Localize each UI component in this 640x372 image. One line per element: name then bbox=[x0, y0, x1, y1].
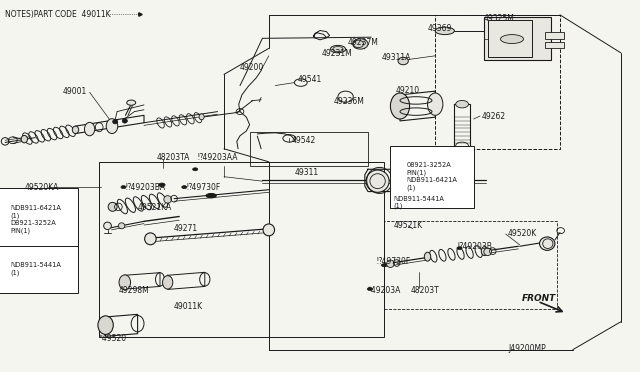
Text: ℕDB911-5441A
(1): ℕDB911-5441A (1) bbox=[10, 262, 61, 276]
Text: 49520K: 49520K bbox=[508, 230, 537, 238]
Ellipse shape bbox=[163, 276, 173, 289]
Ellipse shape bbox=[108, 202, 117, 211]
Ellipse shape bbox=[398, 57, 408, 65]
Ellipse shape bbox=[456, 100, 468, 108]
Ellipse shape bbox=[106, 119, 118, 134]
Text: 49236M: 49236M bbox=[334, 97, 365, 106]
Ellipse shape bbox=[263, 224, 275, 236]
Bar bbox=[384, 221, 557, 309]
Ellipse shape bbox=[424, 252, 431, 261]
Ellipse shape bbox=[387, 260, 394, 267]
Text: 49210: 49210 bbox=[396, 86, 420, 94]
Ellipse shape bbox=[330, 45, 346, 53]
Text: *49520: *49520 bbox=[99, 334, 127, 343]
Ellipse shape bbox=[21, 135, 28, 143]
Text: ℕDB911-6421A
(1)
DB921-3252A
PIN(1): ℕDB911-6421A (1) DB921-3252A PIN(1) bbox=[10, 205, 61, 234]
Ellipse shape bbox=[435, 27, 454, 35]
Ellipse shape bbox=[145, 233, 156, 245]
Bar bbox=[545, 32, 564, 39]
Ellipse shape bbox=[457, 247, 462, 250]
Bar bbox=[484, 17, 551, 60]
Ellipse shape bbox=[206, 193, 216, 198]
Text: 49521KA: 49521KA bbox=[138, 203, 172, 212]
Ellipse shape bbox=[367, 288, 372, 291]
Ellipse shape bbox=[481, 247, 488, 256]
Text: 49200: 49200 bbox=[240, 63, 264, 72]
Bar bbox=[99, 162, 384, 337]
Text: 49237M: 49237M bbox=[348, 38, 378, 47]
Ellipse shape bbox=[121, 186, 126, 189]
Text: ℕDB911-5441A
(1): ℕDB911-5441A (1) bbox=[394, 196, 444, 209]
Text: ⁉49730F: ⁉49730F bbox=[187, 183, 221, 192]
Ellipse shape bbox=[193, 168, 198, 171]
Ellipse shape bbox=[484, 248, 492, 256]
Ellipse shape bbox=[199, 114, 204, 120]
Text: ⁉49730F: ⁉49730F bbox=[376, 257, 411, 266]
Ellipse shape bbox=[72, 126, 79, 134]
Text: *49203A: *49203A bbox=[368, 286, 401, 295]
Text: ⁉49203B: ⁉49203B bbox=[458, 242, 492, 251]
Bar bbox=[435, 15, 560, 149]
Ellipse shape bbox=[182, 186, 187, 189]
Text: 49011K: 49011K bbox=[174, 302, 204, 311]
Text: 49311A: 49311A bbox=[382, 53, 412, 62]
Text: 49325M: 49325M bbox=[484, 14, 515, 23]
Ellipse shape bbox=[353, 39, 368, 49]
Text: 49520KA: 49520KA bbox=[24, 183, 59, 192]
Text: J49200MP: J49200MP bbox=[509, 344, 547, 353]
Ellipse shape bbox=[164, 196, 172, 203]
Ellipse shape bbox=[366, 170, 389, 192]
Text: 48203TA: 48203TA bbox=[157, 153, 190, 162]
Ellipse shape bbox=[500, 35, 524, 44]
Bar bbox=[250, 132, 368, 166]
Text: 48203T: 48203T bbox=[411, 286, 440, 295]
Ellipse shape bbox=[119, 275, 131, 290]
Text: 49271: 49271 bbox=[174, 224, 198, 232]
Text: 49311: 49311 bbox=[294, 169, 319, 177]
Text: 49541: 49541 bbox=[298, 75, 322, 84]
Ellipse shape bbox=[122, 119, 127, 123]
Text: FRONT: FRONT bbox=[522, 294, 556, 303]
Text: 49231M: 49231M bbox=[322, 49, 353, 58]
Ellipse shape bbox=[159, 183, 165, 187]
Bar bbox=[488, 20, 532, 57]
Text: 49542: 49542 bbox=[291, 136, 316, 145]
Text: 49369: 49369 bbox=[428, 24, 452, 33]
Ellipse shape bbox=[381, 264, 387, 267]
Ellipse shape bbox=[540, 237, 555, 250]
Ellipse shape bbox=[84, 122, 95, 136]
Ellipse shape bbox=[104, 222, 111, 230]
Text: 49001: 49001 bbox=[63, 87, 87, 96]
Text: ⁉49203BA: ⁉49203BA bbox=[125, 183, 166, 192]
Ellipse shape bbox=[428, 93, 443, 115]
Text: 49521K: 49521K bbox=[394, 221, 423, 230]
Text: NOTES)PART CODE  49011K: NOTES)PART CODE 49011K bbox=[5, 10, 111, 19]
Text: ⁉49203AA: ⁉49203AA bbox=[197, 153, 237, 162]
Ellipse shape bbox=[127, 100, 136, 105]
Text: 49298M: 49298M bbox=[118, 286, 149, 295]
Ellipse shape bbox=[390, 93, 410, 119]
Text: 49262: 49262 bbox=[482, 112, 506, 121]
Ellipse shape bbox=[118, 223, 125, 229]
Text: 08921-3252A
PIN(1)
ℕDB911-6421A
(1): 08921-3252A PIN(1) ℕDB911-6421A (1) bbox=[406, 162, 457, 191]
Bar bbox=[545, 42, 564, 48]
Ellipse shape bbox=[113, 119, 118, 124]
Ellipse shape bbox=[98, 316, 113, 334]
